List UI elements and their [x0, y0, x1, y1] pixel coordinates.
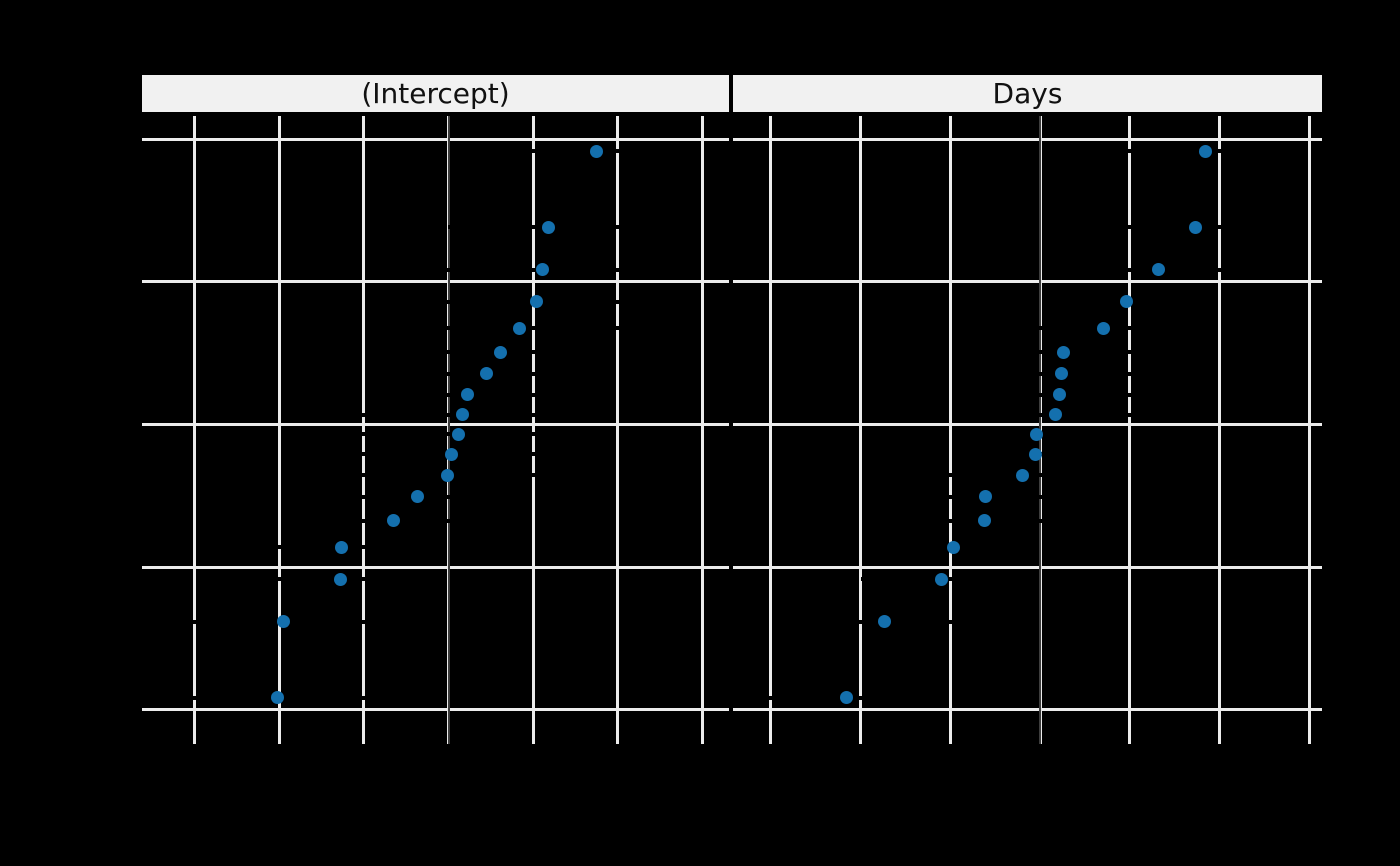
x-gridline: [193, 116, 197, 744]
x-gridline: [277, 116, 281, 744]
panel-strip-days: Days: [733, 75, 1322, 112]
y-gridline: [142, 137, 729, 141]
data-point: [536, 263, 550, 277]
x-gridline: [768, 116, 772, 744]
y-gridline: [733, 708, 1322, 712]
data-point: [1056, 345, 1070, 359]
data-point: [277, 615, 291, 629]
data-point: [978, 514, 992, 528]
panel-strip-intercept: (Intercept): [142, 75, 729, 112]
data-point: [1199, 144, 1213, 158]
x-gridline: [1218, 116, 1222, 744]
data-point: [1054, 367, 1068, 381]
data-point: [1120, 295, 1134, 309]
data-point: [455, 408, 469, 422]
data-point: [386, 514, 400, 528]
x-gridline: [858, 116, 862, 744]
data-point: [333, 572, 347, 586]
data-point: [451, 427, 465, 441]
data-point: [440, 468, 454, 482]
data-point: [480, 367, 494, 381]
data-point: [946, 540, 960, 554]
x-gridline: [700, 116, 704, 744]
y-gridline: [142, 280, 729, 284]
zero-reference-line: [447, 116, 450, 744]
data-point: [1028, 447, 1042, 461]
data-point: [530, 295, 544, 309]
data-point: [461, 388, 475, 402]
y-gridline: [142, 565, 729, 569]
data-point: [1097, 321, 1111, 335]
y-gridline: [733, 423, 1322, 426]
y-gridline: [142, 423, 729, 426]
data-point: [335, 540, 349, 554]
data-point: [411, 490, 425, 504]
data-point: [1029, 427, 1043, 441]
panel-days: [733, 112, 1322, 744]
y-gridline: [142, 708, 729, 712]
y-gridline: [733, 137, 1322, 141]
x-gridline: [616, 116, 620, 744]
data-point: [589, 144, 603, 158]
y-gridline: [733, 565, 1322, 569]
x-gridline: [948, 116, 952, 744]
data-point: [1049, 408, 1063, 422]
data-point: [1052, 388, 1066, 402]
data-point: [513, 321, 527, 335]
data-point: [840, 691, 854, 705]
y-gridline: [733, 280, 1322, 284]
data-point: [1188, 220, 1202, 234]
x-gridline: [1308, 116, 1312, 744]
x-gridline: [362, 116, 366, 744]
x-gridline: [531, 116, 535, 744]
data-point: [1015, 468, 1029, 482]
data-point: [878, 615, 892, 629]
data-point: [542, 220, 556, 234]
data-point: [445, 447, 459, 461]
panel-intercept: [142, 112, 729, 744]
data-point: [271, 691, 285, 705]
data-point: [979, 490, 993, 504]
data-point: [935, 572, 949, 586]
data-point: [494, 345, 508, 359]
x-gridline: [1128, 116, 1132, 744]
data-point: [1152, 263, 1166, 277]
